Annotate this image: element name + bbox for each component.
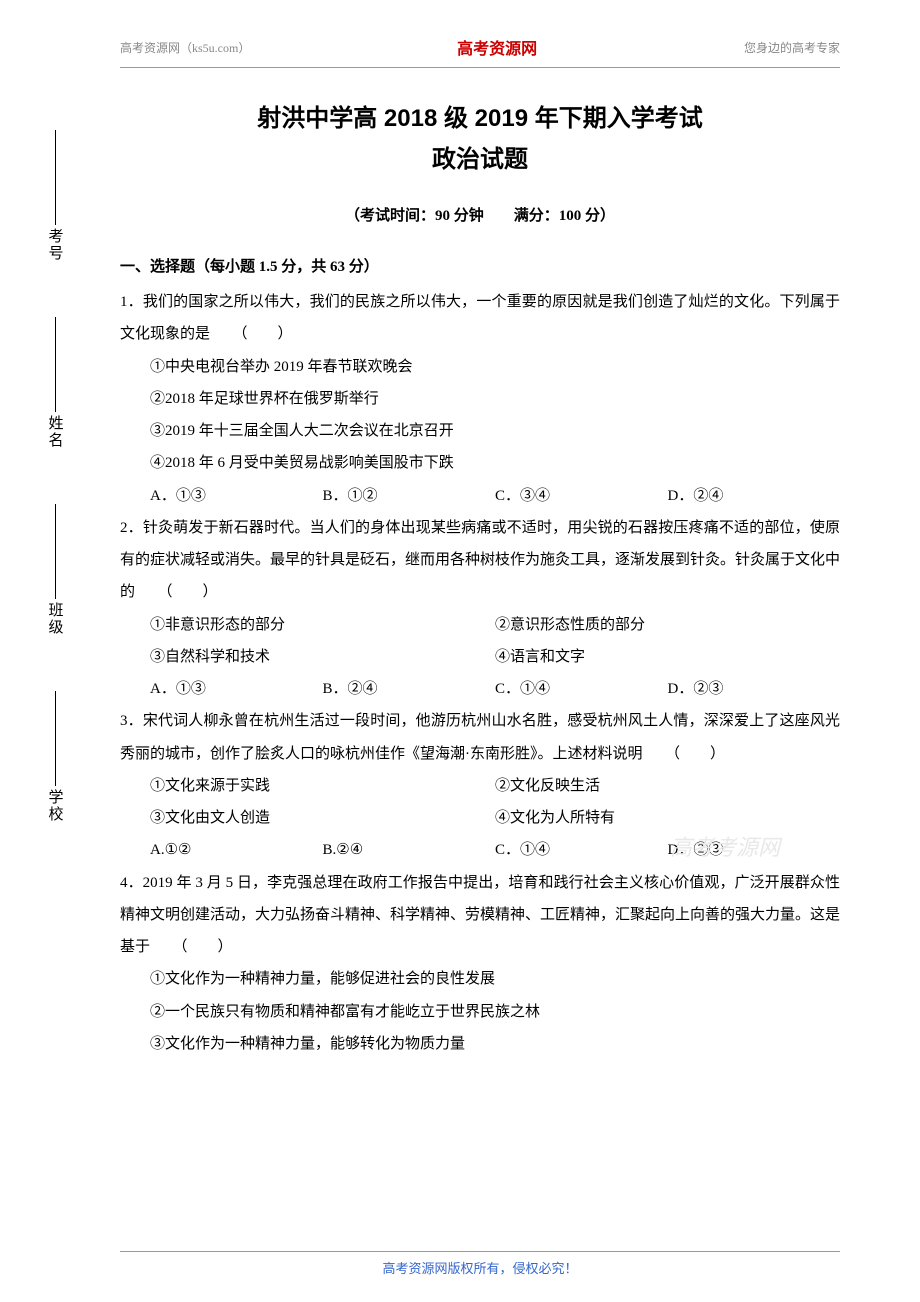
option-c: C．③④: [495, 480, 668, 512]
option-a: A．①③: [150, 480, 323, 512]
section-heading: 一、选择题（每小题 1.5 分，共 63 分）: [120, 255, 840, 276]
question-text: 3．宋代词人柳永曾在杭州生活过一段时间，他游历杭州山水名胜，感受杭州风土人情，深…: [120, 705, 840, 770]
option-d: D．②④: [668, 480, 841, 512]
statement-row: ①非意识形态的部分 ②意识形态性质的部分: [120, 609, 840, 641]
sidebar-field-name: 姓名: [45, 317, 66, 449]
statement: ④文化为人所特有: [495, 802, 840, 834]
header-center: 高考资源网: [457, 35, 537, 59]
sidebar-field-examno: 考号: [45, 130, 66, 262]
answer-options: A．①③ B．①② C．③④ D．②④: [120, 480, 840, 512]
sidebar-label: 班级: [45, 602, 66, 636]
option-a: A.①②: [150, 834, 323, 866]
page-header: 高考资源网（ks5u.com） 高考资源网 您身边的高考专家: [120, 35, 840, 68]
sidebar-line: [55, 504, 56, 599]
question-option-line: ①中央电视台举办 2019 年春节联欢晚会: [120, 351, 840, 383]
option-b: B．①②: [323, 480, 496, 512]
question-2: 2．针灸萌发于新石器时代。当人们的身体出现某些病痛或不适时，用尖锐的石器按压疼痛…: [120, 512, 840, 706]
sidebar-line: [55, 317, 56, 412]
sidebar-label: 考号: [45, 228, 66, 262]
question-option-line: ③文化作为一种精神力量，能够转化为物质力量: [120, 1028, 840, 1060]
sidebar-line: [55, 130, 56, 225]
exam-info: （考试时间：90 分钟 满分：100 分）: [120, 204, 840, 225]
statement: ③文化由文人创造: [150, 802, 495, 834]
option-d: D．②③: [668, 834, 841, 866]
sidebar-label: 姓名: [45, 415, 66, 449]
answer-options: A．①③ B．②④ C．①④ D．②③: [120, 673, 840, 705]
sidebar-line: [55, 691, 56, 786]
statement: ②意识形态性质的部分: [495, 609, 840, 641]
page-footer: 高考资源网版权所有，侵权必究！: [120, 1251, 840, 1277]
question-1: 1．我们的国家之所以伟大，我们的民族之所以伟大，一个重要的原因就是我们创造了灿烂…: [120, 286, 840, 512]
question-option-line: ②2018 年足球世界杯在俄罗斯举行: [120, 383, 840, 415]
question-option-line: ②一个民族只有物质和精神都富有才能屹立于世界民族之林: [120, 996, 840, 1028]
header-right: 您身边的高考专家: [744, 39, 840, 56]
option-b: B．②④: [323, 673, 496, 705]
option-a: A．①③: [150, 673, 323, 705]
option-d: D．②③: [668, 673, 841, 705]
sidebar-label: 学校: [45, 789, 66, 823]
question-text: 1．我们的国家之所以伟大，我们的民族之所以伟大，一个重要的原因就是我们创造了灿烂…: [120, 286, 840, 351]
option-b: B.②④: [323, 834, 496, 866]
statement-row: ①文化来源于实践 ②文化反映生活: [120, 770, 840, 802]
statement: ②文化反映生活: [495, 770, 840, 802]
statement-row: ③自然科学和技术 ④语言和文字: [120, 641, 840, 673]
question-text: 2．针灸萌发于新石器时代。当人们的身体出现某些病痛或不适时，用尖锐的石器按压疼痛…: [120, 512, 840, 609]
answer-sheet-sidebar: 考号 姓名 班级 学校: [35, 130, 75, 823]
sidebar-field-class: 班级: [45, 504, 66, 636]
header-left: 高考资源网（ks5u.com）: [120, 39, 250, 56]
question-option-line: ①文化作为一种精神力量，能够促进社会的良性发展: [120, 963, 840, 995]
statement: ①文化来源于实践: [150, 770, 495, 802]
option-c: C．①④: [495, 673, 668, 705]
document-page: 高考资源网（ks5u.com） 高考资源网 您身边的高考专家 考号 姓名 班级 …: [0, 0, 920, 1302]
option-c: C．①④: [495, 834, 668, 866]
question-3: 3．宋代词人柳永曾在杭州生活过一段时间，他游历杭州山水名胜，感受杭州风土人情，深…: [120, 705, 840, 866]
question-text: 4．2019 年 3 月 5 日，李克强总理在政府工作报告中提出，培育和践行社会…: [120, 867, 840, 964]
exam-title-line1: 射洪中学高 2018 级 2019 年下期入学考试: [120, 98, 840, 133]
question-option-line: ④2018 年 6 月受中美贸易战影响美国股市下跌: [120, 447, 840, 479]
exam-title-line2: 政治试题: [120, 139, 840, 174]
question-option-line: ③2019 年十三届全国人大二次会议在北京召开: [120, 415, 840, 447]
statement: ④语言和文字: [495, 641, 840, 673]
answer-options: A.①② B.②④ C．①④ D．②③: [120, 834, 840, 866]
question-4: 4．2019 年 3 月 5 日，李克强总理在政府工作报告中提出，培育和践行社会…: [120, 867, 840, 1061]
statement: ③自然科学和技术: [150, 641, 495, 673]
sidebar-field-school: 学校: [45, 691, 66, 823]
statement: ①非意识形态的部分: [150, 609, 495, 641]
statement-row: ③文化由文人创造 ④文化为人所特有: [120, 802, 840, 834]
